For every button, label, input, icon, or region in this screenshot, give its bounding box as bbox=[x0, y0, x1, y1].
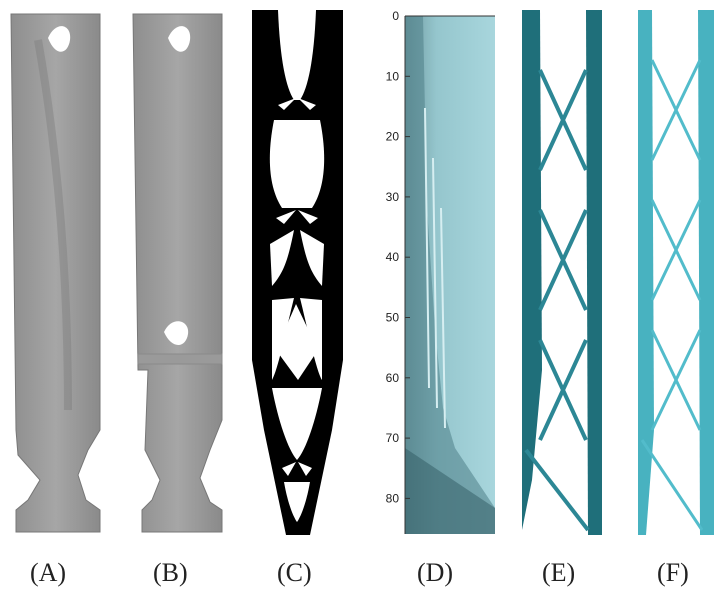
caption-f: (F) bbox=[657, 558, 689, 587]
panel-f-image bbox=[636, 10, 716, 535]
axis-tick-label: 60 bbox=[386, 371, 400, 385]
panel-c-image bbox=[250, 10, 345, 535]
axis-tick-label: 80 bbox=[386, 491, 400, 505]
axis-tick-label: 20 bbox=[386, 130, 400, 144]
caption-b: (B) bbox=[153, 558, 188, 587]
axis-tick-label: 50 bbox=[386, 311, 400, 325]
panel-b-image bbox=[130, 10, 225, 535]
caption-a: (A) bbox=[30, 558, 67, 587]
axis-tick-label: 70 bbox=[386, 431, 400, 445]
caption-e: (E) bbox=[542, 558, 576, 587]
panel-d-plot: 0 10 20 30 40 50 60 70 80 bbox=[365, 8, 500, 538]
axis-tick-label: 10 bbox=[386, 69, 400, 83]
panel-e-image bbox=[518, 10, 603, 535]
axis-tick-label: 0 bbox=[392, 9, 399, 23]
axis-tick-label: 40 bbox=[386, 250, 400, 264]
panel-a-image bbox=[8, 10, 103, 535]
caption-c: (C) bbox=[277, 558, 312, 587]
axis-tick-label: 30 bbox=[386, 190, 400, 204]
caption-d: (D) bbox=[417, 558, 454, 587]
